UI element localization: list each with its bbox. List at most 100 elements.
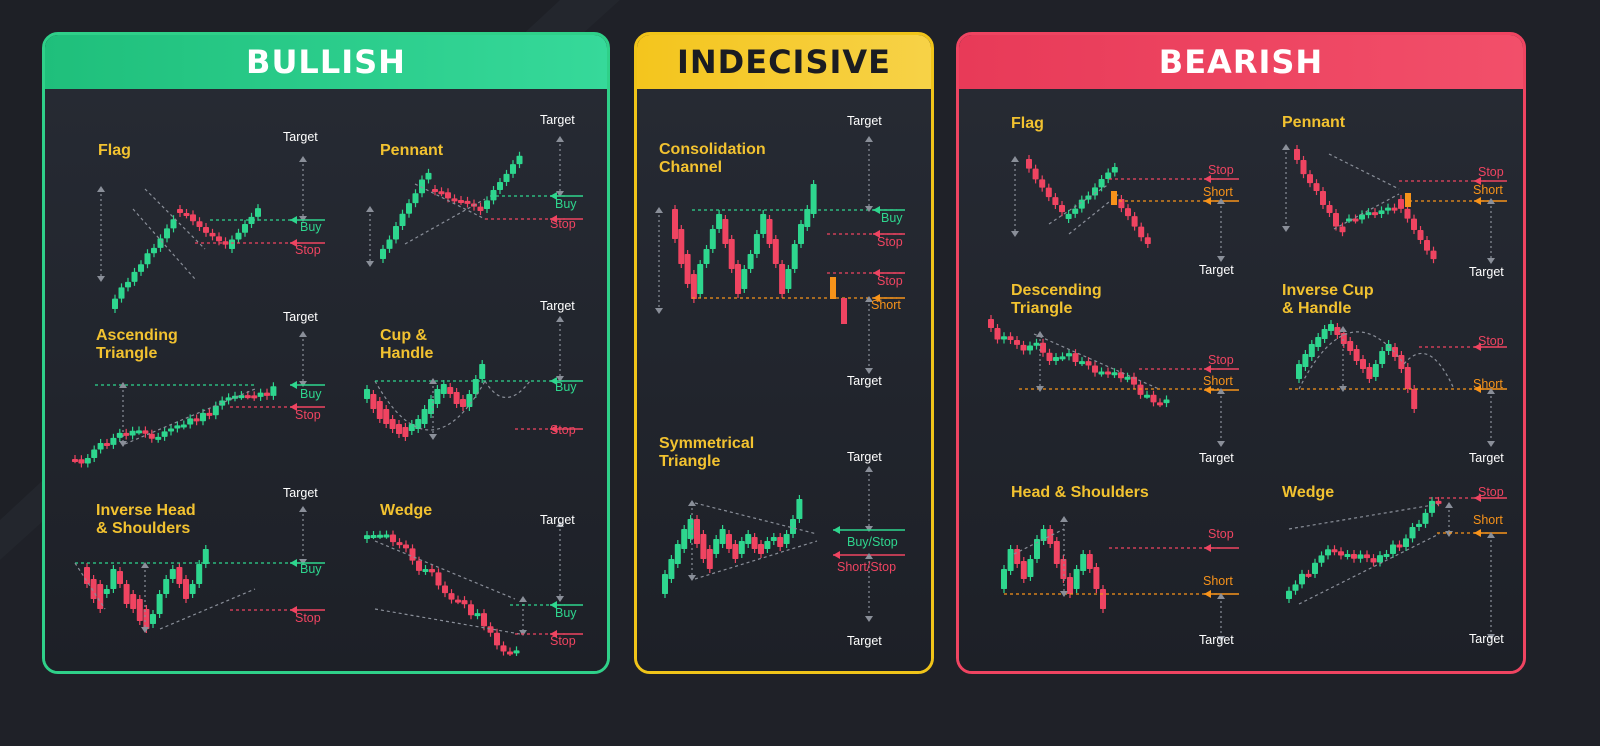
arrow-head <box>290 239 297 247</box>
candle-body <box>1333 212 1339 227</box>
candle-body <box>235 232 242 240</box>
arrow-head <box>550 377 557 385</box>
candle-body <box>1118 199 1125 209</box>
candle-body <box>1422 512 1429 524</box>
candle-body <box>1325 549 1331 556</box>
candle-body <box>497 182 503 191</box>
candle-body <box>732 544 739 559</box>
candle-body <box>110 437 117 445</box>
candle-body <box>1344 553 1351 557</box>
candle-body <box>1365 212 1372 216</box>
candle-body <box>455 599 461 603</box>
measure-marker <box>556 316 564 322</box>
candle-body <box>1416 523 1422 527</box>
candle-body <box>125 281 131 288</box>
candle-body <box>1137 384 1144 395</box>
candle-body <box>510 164 516 174</box>
candle-body <box>364 535 370 539</box>
candle-body <box>1370 558 1377 563</box>
pattern-title-bull-inv-hs: Inverse Head & Shoulders <box>96 502 196 537</box>
label-stop: Stop <box>1208 527 1234 541</box>
candle-body <box>203 227 209 233</box>
measure-marker <box>97 186 105 192</box>
candle-body <box>777 537 784 547</box>
candle-body <box>164 228 170 239</box>
guide-line <box>374 608 521 635</box>
label-target: Target <box>1199 633 1234 647</box>
candle-body <box>1334 327 1341 335</box>
bearish-header: BEARISH <box>959 35 1523 89</box>
candle-body <box>758 544 764 554</box>
measure-marker <box>366 206 374 212</box>
candle-body <box>399 213 406 227</box>
candle-body <box>745 534 752 544</box>
candle-body <box>1039 179 1046 188</box>
candle-body <box>78 459 85 464</box>
measure-marker <box>1217 593 1225 599</box>
candle-body <box>1073 569 1080 589</box>
arrow-head <box>550 192 557 200</box>
candle-body <box>242 223 248 233</box>
candle-body <box>84 567 90 584</box>
measure-marker <box>141 627 149 633</box>
candle-body <box>1417 230 1424 241</box>
candle-body <box>421 409 428 424</box>
candle-body <box>1040 529 1047 541</box>
arrow-head <box>1474 494 1481 502</box>
candle-body <box>183 212 190 216</box>
arrow-head <box>550 630 557 638</box>
candle-body <box>1027 345 1033 351</box>
candle-body <box>1409 526 1416 539</box>
candle-body <box>1053 541 1060 564</box>
candle-body <box>464 200 471 204</box>
candle-body <box>251 395 258 399</box>
candle-body <box>1111 191 1117 205</box>
candle-body <box>1312 562 1318 574</box>
candle-body <box>1331 549 1338 553</box>
candle-body <box>216 236 222 242</box>
candle-body <box>1098 371 1105 375</box>
candle-body <box>1390 544 1396 554</box>
label-short: Short <box>1473 183 1503 197</box>
candle-body <box>703 249 710 264</box>
candle-body <box>1404 208 1411 219</box>
candle-body <box>1339 226 1346 233</box>
arrow-head <box>290 559 297 567</box>
candle-body <box>130 594 137 609</box>
candle-body <box>403 544 409 549</box>
candle-body <box>477 206 484 212</box>
arrow-head <box>290 216 297 224</box>
candle-body <box>1046 352 1053 361</box>
label-short: Short <box>1203 574 1233 588</box>
candle-body <box>138 264 144 272</box>
measure-marker <box>519 596 527 602</box>
measure-marker <box>429 434 437 440</box>
pattern-title-bear-pennant: Pennant <box>1282 114 1346 131</box>
candle-body <box>183 579 189 599</box>
label-short: Short <box>1203 374 1233 388</box>
candle-body <box>422 568 429 572</box>
measure-marker <box>865 553 873 559</box>
candle-body <box>713 539 720 554</box>
label-target: Target <box>283 130 318 144</box>
measure-marker <box>299 559 307 565</box>
candle-body <box>270 386 277 396</box>
label-buy: Buy <box>300 220 322 234</box>
guide-line <box>1298 533 1440 605</box>
measure-marker <box>1011 231 1019 237</box>
label-buy: Buy <box>300 387 322 401</box>
label-target: Target <box>540 113 575 127</box>
candle-body <box>1435 500 1442 504</box>
label-stop: Stop <box>877 274 903 288</box>
measure-marker <box>1487 258 1495 264</box>
candle-body <box>131 271 138 282</box>
candle-body <box>1372 364 1379 377</box>
candle-body <box>487 626 494 633</box>
candle-body <box>1318 555 1325 563</box>
candle-body <box>1377 555 1383 563</box>
label-stop: Stop <box>1478 334 1504 348</box>
candle-body <box>103 589 110 594</box>
indecisive-panel: INDECISIVE Consolidation Channel Symmetr… <box>634 32 934 674</box>
candle-body <box>84 458 91 464</box>
candle-body <box>1385 344 1392 351</box>
